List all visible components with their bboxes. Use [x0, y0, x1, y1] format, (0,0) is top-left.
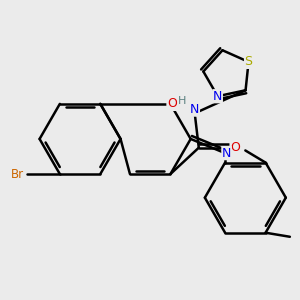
Text: Br: Br — [11, 167, 24, 181]
Text: N: N — [222, 147, 231, 160]
Text: H: H — [178, 96, 186, 106]
Text: N: N — [190, 103, 200, 116]
Text: O: O — [230, 141, 240, 154]
Text: O: O — [167, 98, 177, 110]
Text: N: N — [213, 90, 222, 103]
Text: S: S — [244, 56, 253, 68]
